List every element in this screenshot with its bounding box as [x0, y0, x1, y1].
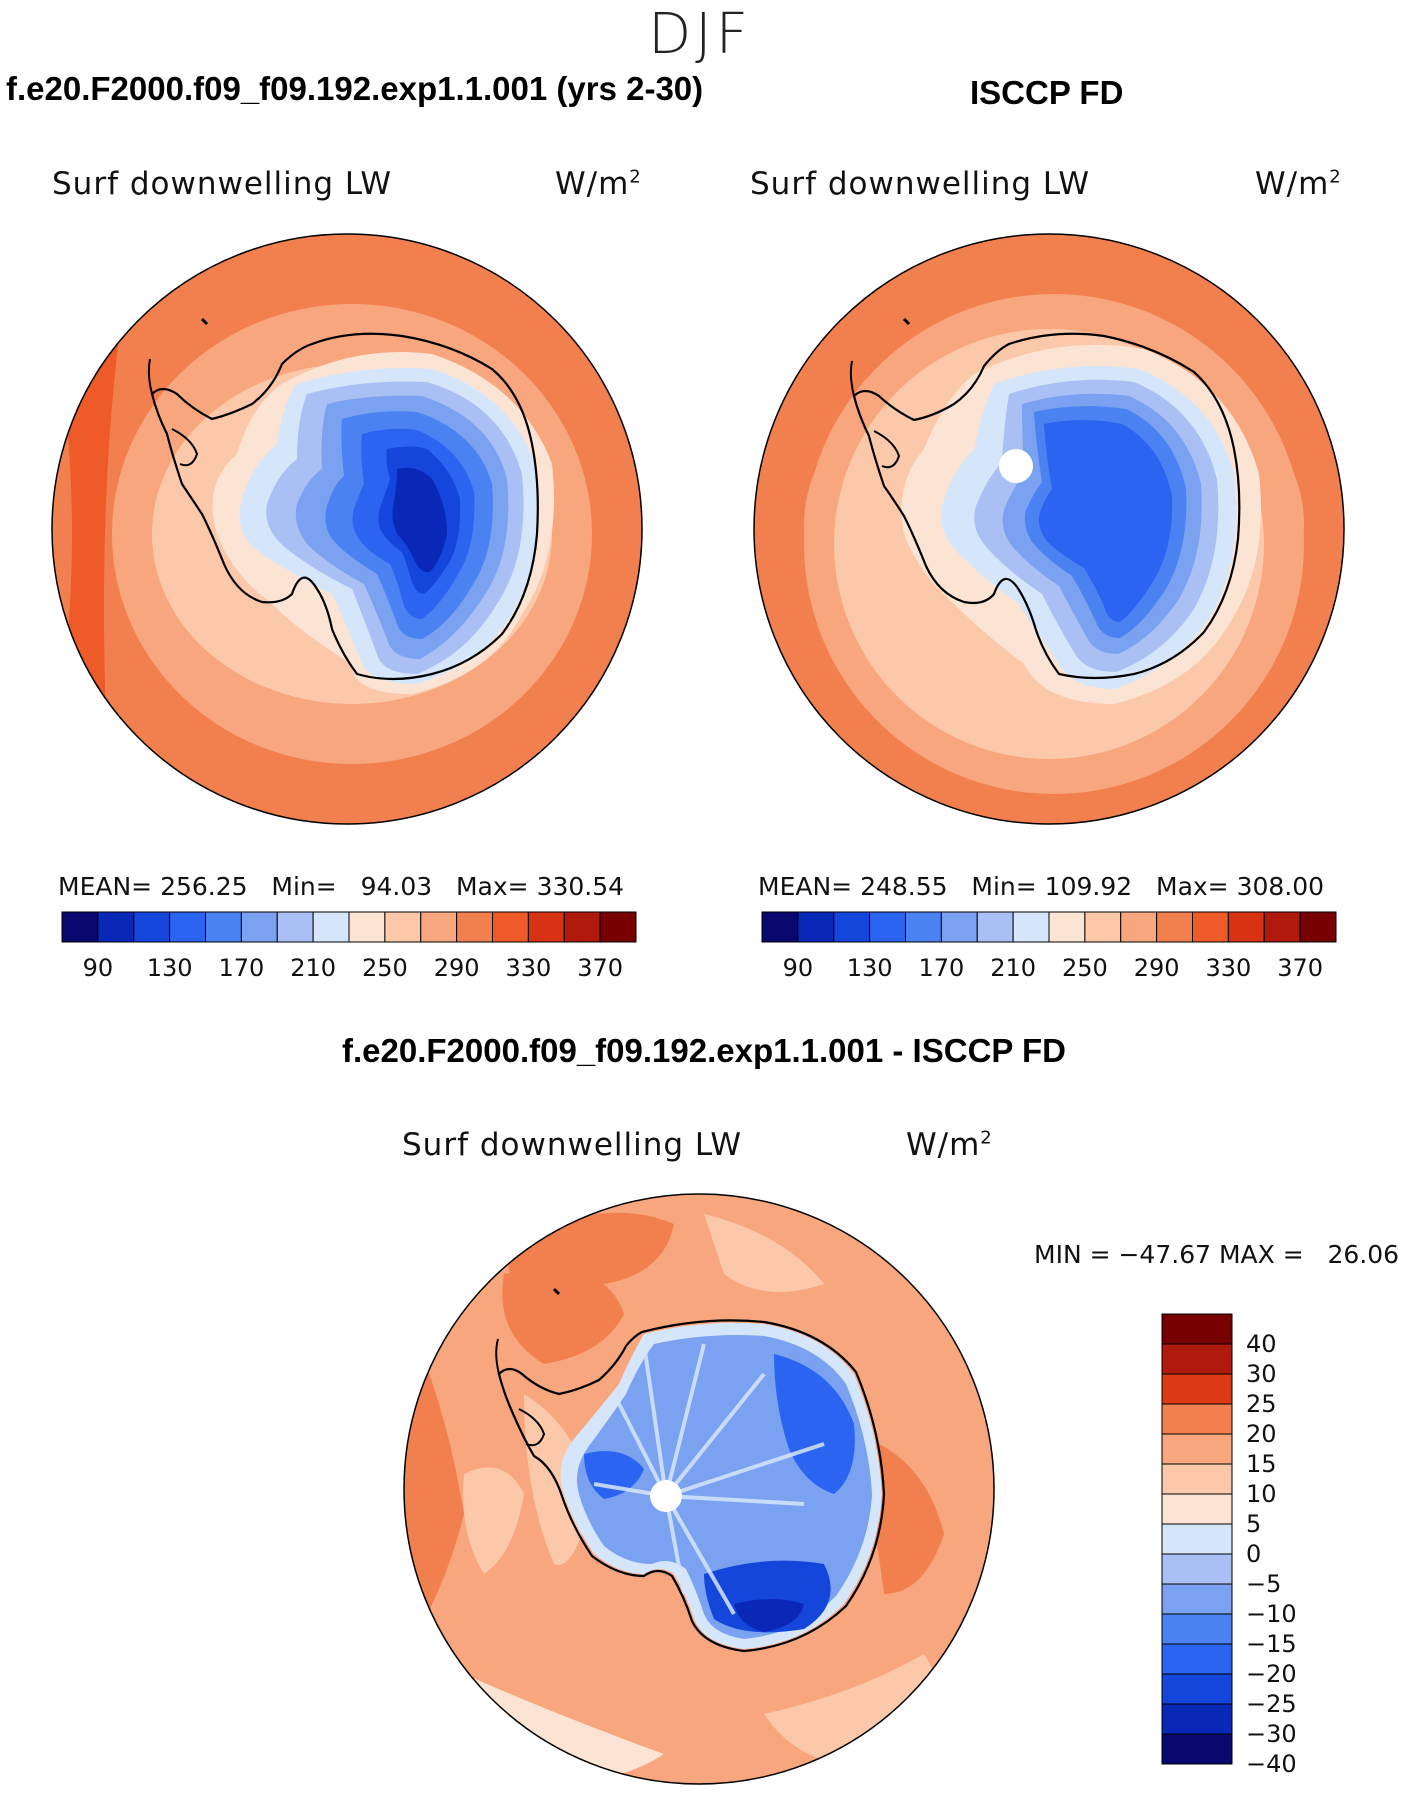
- colorbar-swatch: [1161, 1373, 1233, 1405]
- colorbar-swatch: [1161, 1523, 1233, 1555]
- colorbar-tick-label: 30: [1246, 1360, 1277, 1388]
- colorbar-swatch: [1161, 1433, 1233, 1465]
- colorbar-tick-label: 25: [1246, 1390, 1277, 1418]
- colorbar-swatch: [1120, 911, 1158, 943]
- colorbar-tick-label: 90: [782, 954, 814, 982]
- colorbar-tick-label: 40: [1246, 1330, 1277, 1358]
- colorbar-swatch: [97, 911, 135, 943]
- colorbar-tick-label: 15: [1246, 1450, 1277, 1478]
- colorbar-swatch: [940, 911, 978, 943]
- panel-right-stats: MEAN= 248.55 Min= 109.92 Max= 308.00: [758, 872, 1325, 901]
- colorbar-swatch: [61, 911, 99, 943]
- panel-right-units: W/m2: [1255, 166, 1342, 202]
- colorbar-swatch: [1161, 1583, 1233, 1615]
- colorbar-swatch: [312, 911, 350, 943]
- colorbar-swatch: [1084, 911, 1122, 943]
- colorbar-swatch: [563, 911, 601, 943]
- colorbar-swatch: [1263, 911, 1301, 943]
- colorbar-right: [761, 911, 1337, 943]
- colorbar-tick-label: 130: [846, 954, 893, 982]
- colorbar-tick-label: 290: [433, 954, 480, 982]
- colorbar-tick-label: −25: [1246, 1690, 1297, 1718]
- colorbar-tick-label: 330: [505, 954, 552, 982]
- panel-left-title: f.e20.F2000.f09_f09.192.exp1.1.001 (yrs …: [6, 70, 704, 107]
- colorbar-swatch: [133, 911, 171, 943]
- colorbar-tick-label: 370: [577, 954, 624, 982]
- colorbar-swatch: [1161, 1343, 1233, 1375]
- colorbar-swatch: [1161, 1673, 1233, 1705]
- colorbar-swatch: [456, 911, 493, 943]
- colorbar-swatch: [1161, 1403, 1233, 1435]
- colorbar-swatch: [1161, 1553, 1233, 1585]
- colorbar-swatch: [797, 911, 835, 943]
- colorbar-swatch: [348, 911, 386, 943]
- colorbar-swatch: [1048, 911, 1086, 943]
- colorbar-swatch: [976, 911, 1014, 943]
- colorbar-tick-label: −10: [1246, 1600, 1297, 1628]
- map-right: [753, 233, 1345, 825]
- colorbar-swatch: [492, 911, 529, 943]
- colorbar-tick-label: 250: [361, 954, 408, 982]
- colorbar-diff: [1161, 1313, 1233, 1765]
- colorbar-swatch: [205, 911, 242, 943]
- colorbar-tick-label: −15: [1246, 1630, 1297, 1658]
- colorbar-tick-label: 0: [1246, 1540, 1262, 1568]
- panel-diff-variable: Surf downwelling LW: [402, 1127, 743, 1163]
- colorbar-swatch: [1161, 1703, 1233, 1735]
- colorbar-swatch: [420, 911, 458, 943]
- panel-left-units: W/m2: [555, 166, 642, 202]
- colorbar-tick-label: 170: [218, 954, 265, 982]
- colorbar-swatch: [1161, 1613, 1233, 1645]
- colorbar-swatch: [1161, 1493, 1233, 1525]
- colorbar-tick-label: 250: [1061, 954, 1108, 982]
- colorbar-tick-label: 20: [1246, 1420, 1277, 1448]
- colorbar-tick-label: 210: [990, 954, 1037, 982]
- colorbar-tick-label: −5: [1246, 1570, 1282, 1598]
- season-title: DJF: [648, 2, 752, 67]
- panel-diff-minmax: MIN = −47.67 MAX = 26.06: [1034, 1240, 1400, 1269]
- colorbar-tick-label: 330: [1205, 954, 1252, 982]
- colorbar-swatch: [1227, 911, 1265, 943]
- panel-left-stats: MEAN= 256.25 Min= 94.03 Max= 330.54: [58, 872, 625, 901]
- colorbar-swatch: [1161, 1643, 1233, 1675]
- colorbar-swatch: [1156, 911, 1193, 943]
- colorbar-swatch: [169, 911, 206, 943]
- colorbar-tick-label: 10: [1246, 1480, 1277, 1508]
- colorbar-tick-label: 90: [82, 954, 114, 982]
- colorbar-swatch: [833, 911, 871, 943]
- colorbar-swatch: [1299, 911, 1337, 943]
- colorbar-tick-label: 290: [1133, 954, 1180, 982]
- map-diff: [403, 1193, 995, 1785]
- colorbar-swatch: [240, 911, 278, 943]
- colorbar-tick-label: −30: [1246, 1720, 1297, 1748]
- colorbar-tick-label: 5: [1246, 1510, 1262, 1538]
- colorbar-swatch: [1012, 911, 1050, 943]
- colorbar-swatch: [761, 911, 799, 943]
- colorbar-tick-label: −20: [1246, 1660, 1297, 1688]
- colorbar-swatch: [905, 911, 942, 943]
- panel-right-variable: Surf downwelling LW: [750, 166, 1091, 202]
- colorbar-swatch: [1161, 1733, 1233, 1765]
- panel-diff-units: W/m2: [906, 1127, 993, 1163]
- colorbar-tick-label: 370: [1277, 954, 1324, 982]
- colorbar-swatch: [527, 911, 565, 943]
- map-left: [51, 233, 643, 825]
- colorbar-swatch: [599, 911, 637, 943]
- colorbar-tick-label: −40: [1246, 1750, 1297, 1778]
- colorbar-swatch: [1161, 1313, 1233, 1345]
- colorbar-swatch: [869, 911, 906, 943]
- colorbar-swatch: [1161, 1463, 1233, 1495]
- colorbar-swatch: [1192, 911, 1229, 943]
- colorbar-left: [61, 911, 637, 943]
- colorbar-tick-label: 130: [146, 954, 193, 982]
- panel-right-title: ISCCP FD: [970, 74, 1124, 111]
- colorbar-swatch: [384, 911, 422, 943]
- panel-diff-title: f.e20.F2000.f09_f09.192.exp1.1.001 - ISC…: [342, 1032, 1066, 1069]
- colorbar-tick-label: 210: [290, 954, 337, 982]
- colorbar-swatch: [276, 911, 314, 943]
- panel-left-variable: Surf downwelling LW: [52, 166, 393, 202]
- colorbar-tick-label: 170: [918, 954, 965, 982]
